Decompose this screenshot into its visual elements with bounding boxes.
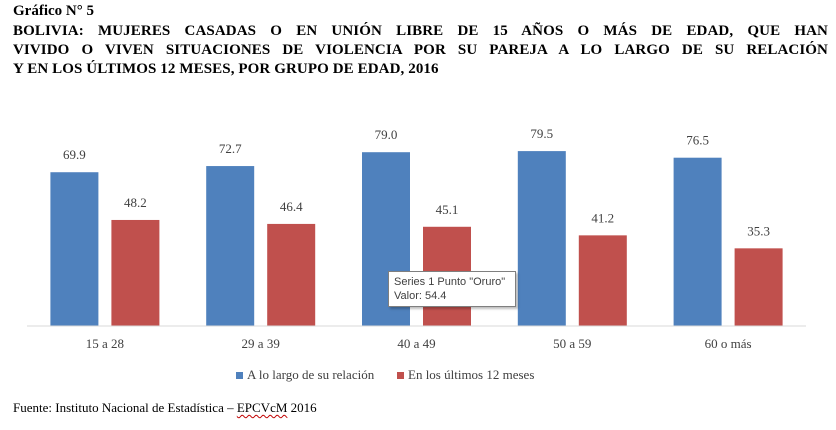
bar-29-a-39-series-2[interactable] [267,223,316,326]
x-tick-label-60-o-mas: 60 o más [705,336,752,351]
value-label-50-a-59-series-1: 79.5 [530,126,553,141]
chart-title: BOLIVIA: MUJERES CASADAS O EN UNIÓN LIBR… [13,22,828,79]
x-tick-label-29-a-39: 29 a 39 [242,336,280,351]
bar-50-a-59-series-2[interactable] [578,235,627,326]
bar-29-a-39-series-1[interactable] [206,166,255,326]
value-label-50-a-59-series-2: 41.2 [591,210,614,225]
source-year: 2016 [287,400,317,415]
figure-label: Gráfico N° 5 [13,3,94,19]
value-label-29-a-39-series-2: 46.4 [280,199,303,214]
bar-15-a-28-series-1[interactable] [50,172,99,326]
source-survey-name: EPCVcM [236,400,288,415]
x-tick-labels-group: 15 a 28 29 a 39 40 a 49 50 a 59 60 o más [86,336,752,351]
value-labels-group: 69.9 48.2 72.7 46.4 79.0 45.1 79.5 41.2 76.5 35.3 [63,126,770,238]
data-point-tooltip: Series 1 Punto "Oruro" Valor: 54.4 [388,271,516,307]
value-label-60-o-mas-series-2: 35.3 [747,223,770,238]
legend-label-series-1: A lo largo de su relación [247,367,375,382]
source-note: Fuente: Instituto Nacional de Estadístic… [13,400,317,416]
tooltip-series-point: Series 1 Punto "Oruro" [394,276,506,288]
tooltip-value: Valor: 54.4 [394,290,447,302]
bar-60-o-mas-series-1[interactable] [673,157,722,326]
source-text: Fuente: Instituto Nacional de Estadístic… [13,400,237,415]
value-label-40-a-49-series-2: 45.1 [436,202,459,217]
x-tick-label-40-a-49: 40 a 49 [397,336,435,351]
value-label-29-a-39-series-1: 72.7 [219,141,242,156]
bars-group [50,151,783,326]
chart-title-line-1: BOLIVIA: MUJERES CASADAS O EN UNIÓN LIBR… [13,23,828,39]
chart-title-line-3: Y EN LOS ÚLTIMOS 12 MESES, POR GRUPO DE … [13,61,439,77]
x-tick-label-50-a-59: 50 a 59 [553,336,591,351]
bar-chart: 69.9 48.2 72.7 46.4 79.0 45.1 79.5 41.2 76.5 35.3… [27,126,806,382]
legend-swatch-series-1 [236,372,243,379]
value-label-15-a-28-series-2: 48.2 [124,195,147,210]
x-tick-label-15-a-28: 15 a 28 [86,336,124,351]
legend-swatch-series-2 [397,372,404,379]
value-label-15-a-28-series-1: 69.9 [63,147,86,162]
bar-60-o-mas-series-2[interactable] [734,248,783,326]
bar-15-a-28-series-2[interactable] [111,219,160,326]
bar-50-a-59-series-1[interactable] [517,151,566,326]
chart-title-line-2: VIVIDO O VIVEN SITUACIONES DE VIOLENCIA … [13,42,828,58]
legend: A lo largo de su relación En los últimos … [236,367,534,382]
value-label-60-o-mas-series-1: 76.5 [686,133,709,148]
value-label-40-a-49-series-1: 79.0 [375,127,398,142]
legend-label-series-2: En los últimos 12 meses [408,367,534,382]
